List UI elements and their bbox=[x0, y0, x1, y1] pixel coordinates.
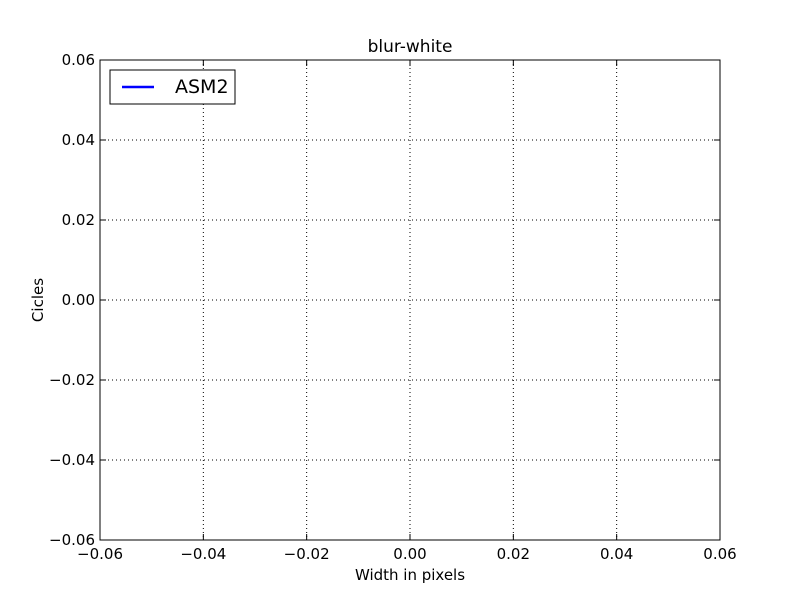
y-tick-label: 0.00 bbox=[62, 291, 95, 309]
grid bbox=[100, 60, 720, 540]
x-tick-label: 0.04 bbox=[600, 545, 633, 563]
y-tick-label: −0.02 bbox=[49, 371, 95, 389]
ticks: −0.06 −0.04 −0.02 0.00 0.02 0.04 0.06 −0.06 −0.0… bbox=[49, 51, 737, 563]
y-tick-label: −0.06 bbox=[49, 531, 95, 549]
x-axis-label: Width in pixels bbox=[355, 566, 465, 584]
y-tick-label: −0.04 bbox=[49, 451, 95, 469]
y-tick-label: 0.04 bbox=[62, 131, 95, 149]
chart-title: blur-white bbox=[368, 37, 453, 57]
x-tick-label: −0.04 bbox=[180, 545, 226, 563]
legend: ASM2 bbox=[109, 69, 236, 105]
x-tick-label: 0.00 bbox=[393, 545, 426, 563]
legend-label-asm2: ASM2 bbox=[175, 76, 229, 98]
x-tick-label: −0.06 bbox=[77, 545, 123, 563]
x-tick-label: 0.06 bbox=[703, 545, 736, 563]
y-tick-label: 0.06 bbox=[62, 51, 95, 69]
y-tick-label: 0.02 bbox=[62, 211, 95, 229]
x-tick-label: 0.02 bbox=[497, 545, 530, 563]
x-tick-label: −0.02 bbox=[284, 545, 330, 563]
y-axis-label: Cicles bbox=[29, 278, 47, 322]
